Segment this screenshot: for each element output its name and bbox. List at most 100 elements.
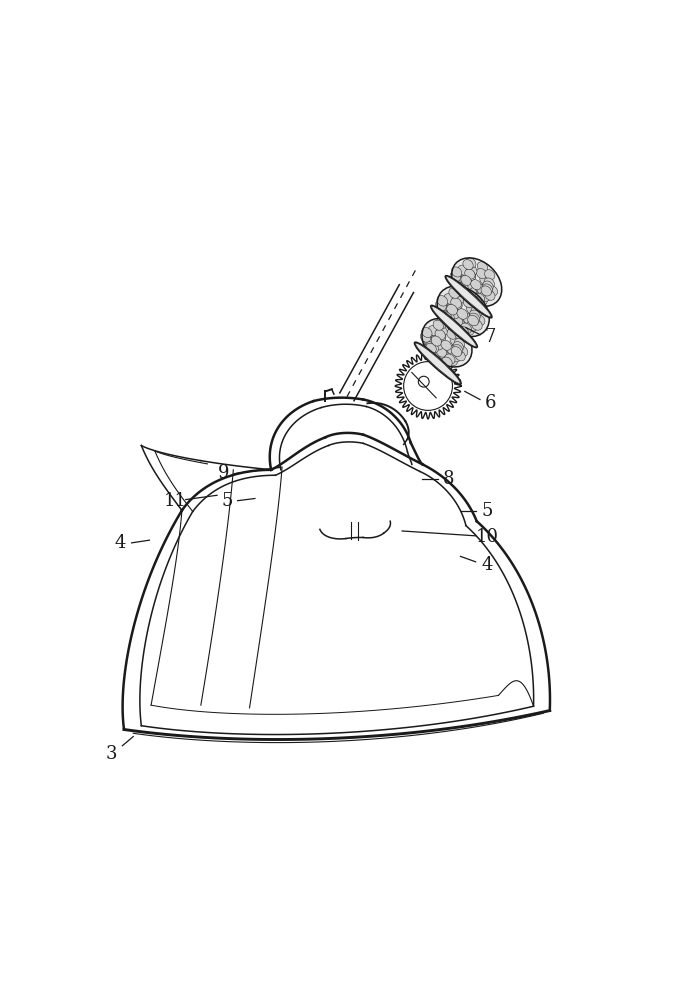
Ellipse shape [482,284,493,294]
Ellipse shape [454,318,465,329]
Ellipse shape [420,332,431,342]
Ellipse shape [433,320,443,330]
Ellipse shape [431,305,477,348]
Ellipse shape [437,296,447,306]
Ellipse shape [465,270,475,280]
Circle shape [418,376,429,387]
Ellipse shape [445,354,455,364]
Ellipse shape [463,314,474,324]
Ellipse shape [452,258,502,306]
Ellipse shape [444,294,454,304]
Ellipse shape [463,325,474,335]
Ellipse shape [480,291,491,301]
Ellipse shape [437,326,447,336]
Ellipse shape [466,258,476,268]
Ellipse shape [472,296,482,307]
Ellipse shape [437,304,447,314]
Ellipse shape [447,329,457,339]
Ellipse shape [469,313,480,324]
Ellipse shape [437,286,489,337]
Ellipse shape [451,299,462,309]
Ellipse shape [428,343,438,353]
Polygon shape [395,353,461,419]
Ellipse shape [461,323,471,334]
Ellipse shape [424,335,433,346]
Ellipse shape [481,286,491,296]
Ellipse shape [456,283,466,293]
Ellipse shape [474,315,485,325]
Ellipse shape [453,342,463,352]
Ellipse shape [482,282,492,292]
Ellipse shape [436,347,447,357]
Ellipse shape [448,308,459,319]
Ellipse shape [452,346,461,357]
Ellipse shape [422,318,472,367]
Ellipse shape [457,346,468,356]
Ellipse shape [463,297,474,308]
Ellipse shape [450,321,461,332]
Ellipse shape [471,320,482,330]
Ellipse shape [468,290,477,300]
Ellipse shape [466,304,477,314]
Ellipse shape [436,300,446,311]
Ellipse shape [435,341,445,351]
Ellipse shape [471,298,482,309]
Ellipse shape [450,309,461,320]
Ellipse shape [463,260,473,270]
Ellipse shape [433,340,443,350]
Ellipse shape [484,270,495,280]
Ellipse shape [422,327,432,338]
Ellipse shape [438,349,449,359]
Ellipse shape [431,328,442,338]
Ellipse shape [458,282,468,292]
Ellipse shape [436,331,446,341]
Ellipse shape [477,269,487,279]
Text: 10: 10 [476,528,499,546]
Ellipse shape [487,286,498,296]
Ellipse shape [457,309,468,319]
Ellipse shape [432,306,476,347]
Text: 3: 3 [106,745,117,763]
Circle shape [403,362,452,410]
Text: 11: 11 [163,492,186,510]
Ellipse shape [469,311,480,322]
Ellipse shape [447,303,458,313]
Ellipse shape [468,315,478,326]
Ellipse shape [463,279,473,289]
Ellipse shape [445,276,492,318]
Ellipse shape [443,311,454,322]
Ellipse shape [436,319,446,329]
Ellipse shape [415,343,460,383]
Ellipse shape [441,310,452,321]
Ellipse shape [435,330,445,340]
Ellipse shape [458,326,468,337]
Ellipse shape [447,356,457,366]
Ellipse shape [465,291,475,301]
Ellipse shape [429,326,438,336]
Ellipse shape [452,275,462,285]
Ellipse shape [456,281,466,291]
Ellipse shape [452,343,463,353]
Ellipse shape [438,350,448,360]
Ellipse shape [461,275,471,286]
Ellipse shape [470,280,481,290]
Ellipse shape [458,265,468,275]
Ellipse shape [452,316,463,326]
Ellipse shape [436,331,446,341]
Ellipse shape [477,284,487,295]
Ellipse shape [452,299,462,310]
Ellipse shape [461,267,472,277]
Ellipse shape [480,275,490,285]
Ellipse shape [447,322,458,332]
Text: 5: 5 [482,502,493,520]
Ellipse shape [454,339,465,349]
Ellipse shape [452,344,463,355]
Ellipse shape [452,267,462,277]
Ellipse shape [441,340,452,350]
Ellipse shape [484,278,494,288]
Ellipse shape [431,336,441,346]
Ellipse shape [450,336,461,346]
Text: 8: 8 [443,470,454,488]
Ellipse shape [466,271,475,281]
Ellipse shape [483,281,493,291]
